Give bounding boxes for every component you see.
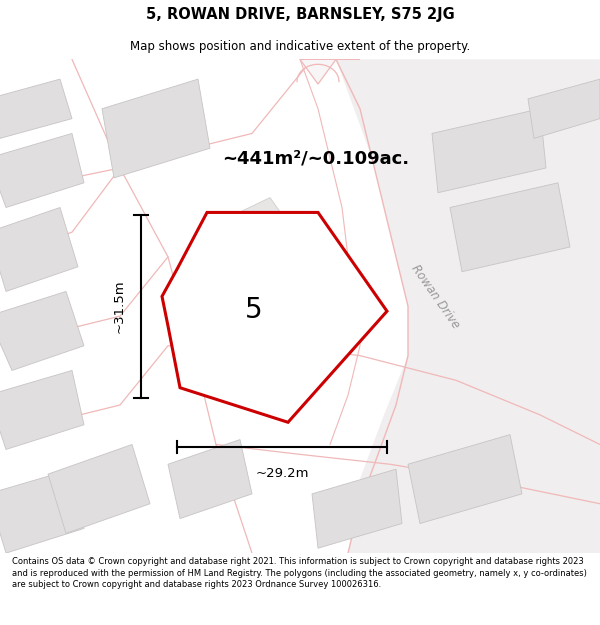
- Text: Rowan Drive: Rowan Drive: [408, 262, 462, 331]
- Text: 5: 5: [245, 296, 263, 324]
- Polygon shape: [432, 109, 546, 192]
- Polygon shape: [198, 198, 312, 291]
- Text: ~31.5m: ~31.5m: [113, 279, 126, 333]
- Polygon shape: [168, 439, 252, 519]
- Text: 5, ROWAN DRIVE, BARNSLEY, S75 2JG: 5, ROWAN DRIVE, BARNSLEY, S75 2JG: [146, 8, 454, 22]
- Polygon shape: [528, 79, 600, 138]
- Polygon shape: [0, 208, 78, 291]
- Polygon shape: [312, 469, 402, 548]
- Polygon shape: [204, 267, 300, 346]
- Text: Map shows position and indicative extent of the property.: Map shows position and indicative extent…: [130, 40, 470, 52]
- Polygon shape: [300, 59, 360, 84]
- Polygon shape: [0, 133, 84, 208]
- Polygon shape: [48, 444, 150, 533]
- Polygon shape: [450, 182, 570, 272]
- Text: Contains OS data © Crown copyright and database right 2021. This information is : Contains OS data © Crown copyright and d…: [12, 557, 587, 589]
- Polygon shape: [408, 434, 522, 524]
- Text: ~29.2m: ~29.2m: [255, 467, 309, 480]
- Polygon shape: [0, 79, 72, 138]
- Polygon shape: [0, 469, 84, 553]
- Polygon shape: [336, 59, 600, 553]
- Polygon shape: [0, 371, 84, 449]
- Text: ~441m²/~0.109ac.: ~441m²/~0.109ac.: [222, 149, 409, 167]
- Polygon shape: [0, 291, 84, 371]
- Polygon shape: [102, 79, 210, 178]
- Polygon shape: [162, 213, 387, 422]
